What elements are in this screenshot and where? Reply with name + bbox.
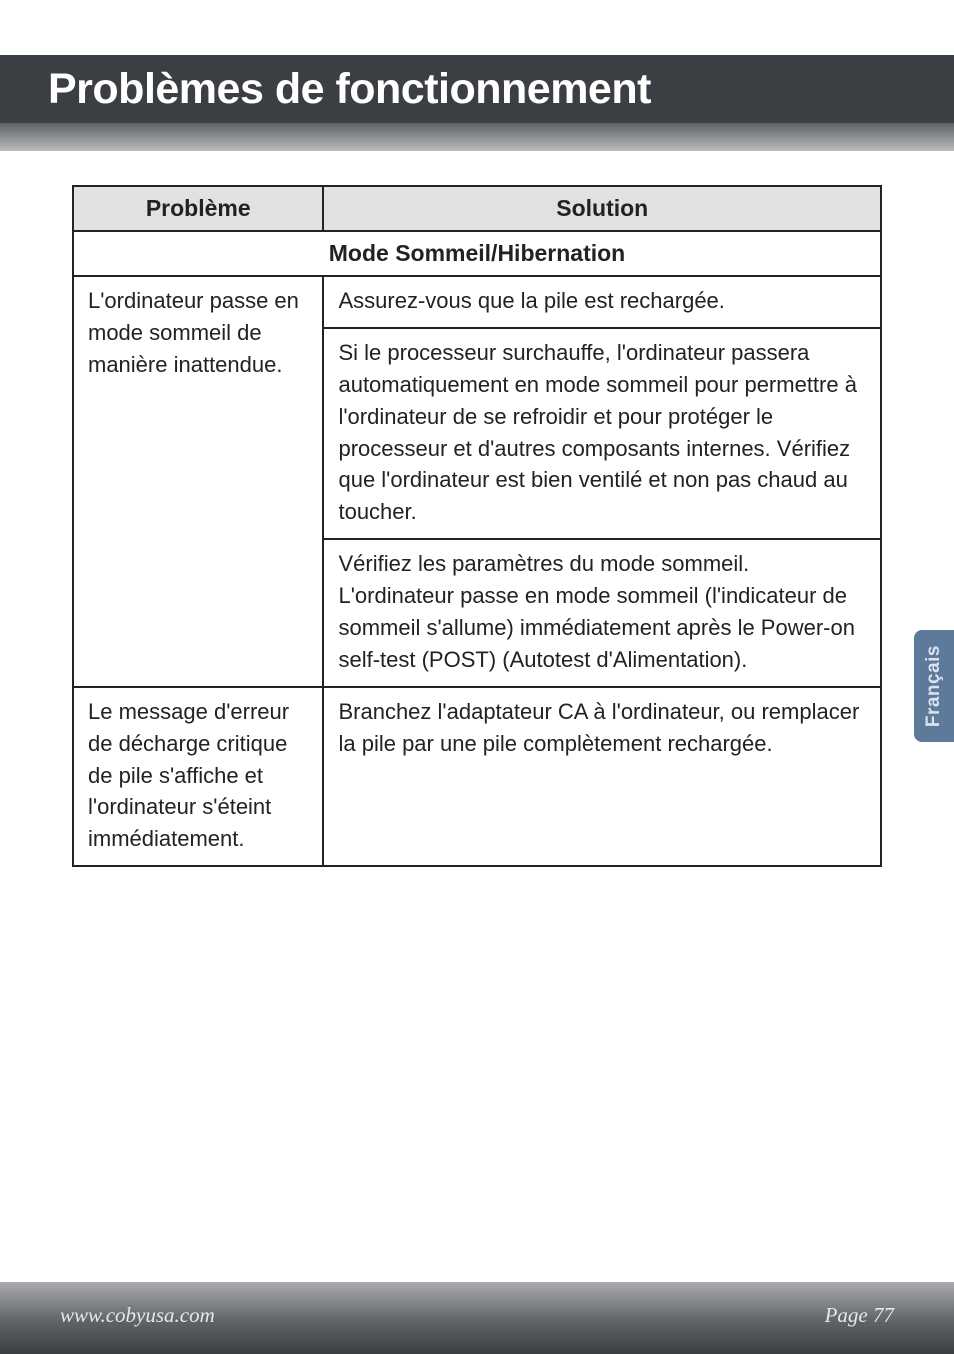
table-row: Le message d'erreur de décharge critique… [73,687,881,866]
title-gradient-strip [0,123,954,151]
troubleshooting-table: Problème Solution Mode Sommeil/Hibernati… [72,185,882,867]
title-dark-bar: Problèmes de fonctionnement [0,55,954,123]
solution-cell: Vérifiez les paramètres du mode sommeil.… [323,539,881,687]
title-band: Problèmes de fonctionnement [0,55,954,151]
table-row: L'ordinateur passe en mode sommeil de ma… [73,276,881,328]
table-header-row: Problème Solution [73,186,881,231]
page: Problèmes de fonctionnement Problème Sol… [0,0,954,1354]
col-header-problem: Problème [73,186,323,231]
language-side-tab: Français [914,630,954,742]
table-section-row: Mode Sommeil/Hibernation [73,231,881,276]
problem-cell: L'ordinateur passe en mode sommeil de ma… [73,276,323,687]
col-header-solution: Solution [323,186,881,231]
table-section-header: Mode Sommeil/Hibernation [73,231,881,276]
solution-cell: Si le processeur surchauffe, l'ordinateu… [323,328,881,539]
footer-url: www.cobyusa.com [60,1303,215,1328]
page-title: Problèmes de fonctionnement [48,65,651,114]
problem-cell: Le message d'erreur de décharge critique… [73,687,323,866]
solution-cell: Branchez l'adaptateur CA à l'ordinateur,… [323,687,881,866]
language-side-tab-label: Français [923,645,945,727]
troubleshooting-table-wrap: Problème Solution Mode Sommeil/Hibernati… [72,185,882,867]
footer-page-number: Page 77 [825,1303,894,1328]
page-footer: www.cobyusa.com Page 77 [0,1282,954,1354]
solution-cell: Assurez-vous que la pile est rechargée. [323,276,881,328]
